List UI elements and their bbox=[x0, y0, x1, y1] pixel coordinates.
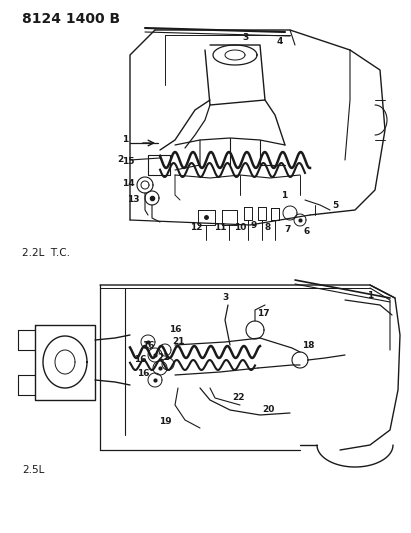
Text: 3: 3 bbox=[222, 294, 228, 303]
Text: 12: 12 bbox=[190, 223, 202, 232]
Text: 1: 1 bbox=[122, 135, 128, 144]
Text: 2: 2 bbox=[117, 156, 123, 165]
Text: 2.2L  T.C.: 2.2L T.C. bbox=[22, 248, 70, 258]
Text: 4: 4 bbox=[277, 37, 283, 46]
Text: 16: 16 bbox=[134, 356, 146, 365]
Text: 13: 13 bbox=[127, 196, 139, 205]
Text: 7: 7 bbox=[285, 225, 291, 235]
Text: 14: 14 bbox=[122, 179, 134, 188]
Text: 8124 1400 B: 8124 1400 B bbox=[22, 12, 120, 26]
Text: 5: 5 bbox=[332, 200, 338, 209]
Text: 17: 17 bbox=[257, 309, 269, 318]
Text: 8: 8 bbox=[265, 223, 271, 232]
Text: 21: 21 bbox=[172, 337, 184, 346]
Text: 16: 16 bbox=[169, 326, 181, 335]
Text: 22: 22 bbox=[232, 393, 244, 402]
Text: 1: 1 bbox=[367, 290, 373, 300]
Text: 1: 1 bbox=[281, 190, 287, 199]
Text: 15: 15 bbox=[122, 157, 134, 166]
Text: 11: 11 bbox=[214, 223, 226, 232]
Text: 19: 19 bbox=[159, 417, 171, 426]
Text: 21: 21 bbox=[157, 352, 169, 361]
Text: 16: 16 bbox=[142, 342, 154, 351]
Text: 20: 20 bbox=[262, 406, 274, 415]
Text: 10: 10 bbox=[234, 223, 246, 232]
Text: 6: 6 bbox=[304, 228, 310, 237]
Text: 16: 16 bbox=[137, 368, 149, 377]
Text: 3: 3 bbox=[242, 33, 248, 42]
Text: 18: 18 bbox=[302, 342, 314, 351]
Text: 2.5L: 2.5L bbox=[22, 465, 44, 475]
Text: 9: 9 bbox=[251, 221, 257, 230]
